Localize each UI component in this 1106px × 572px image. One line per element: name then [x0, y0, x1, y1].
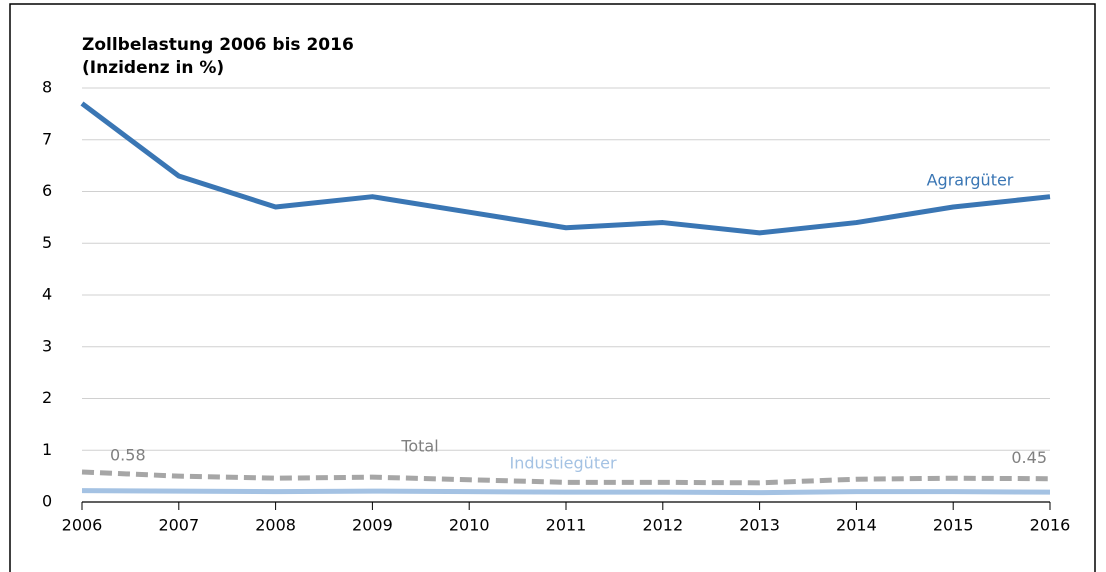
- y-tick-label: 0: [42, 492, 52, 511]
- y-tick-label: 8: [42, 78, 52, 97]
- y-tick-label: 6: [42, 181, 52, 200]
- chart-title: Zollbelastung 2006 bis 2016: [82, 35, 354, 55]
- series-label: Total: [400, 437, 438, 456]
- y-tick-label: 5: [42, 233, 52, 252]
- series-line: [80, 101, 1051, 236]
- x-tick-label: 2008: [255, 516, 296, 535]
- x-tick-label: 2006: [62, 516, 103, 535]
- x-tick-label: 2009: [352, 516, 393, 535]
- y-tick-label: 7: [42, 129, 52, 148]
- x-tick-label: 2011: [546, 516, 587, 535]
- series-label: Agrargüter: [927, 171, 1014, 190]
- data-label: 0.58: [110, 445, 146, 464]
- x-tick-label: 2007: [158, 516, 199, 535]
- x-tick-label: 2012: [642, 516, 683, 535]
- x-tick-label: 2014: [836, 516, 877, 535]
- y-tick-label: 1: [42, 440, 52, 459]
- chart-subtitle: (Inzidenz in %): [82, 58, 224, 78]
- y-tick-label: 2: [42, 388, 52, 407]
- x-tick-label: 2013: [739, 516, 780, 535]
- x-tick-label: 2010: [449, 516, 490, 535]
- series-label: Industiegüter: [509, 454, 616, 473]
- x-tick-label: 2016: [1030, 516, 1071, 535]
- frame: [9, 3, 1096, 572]
- series-line: [81, 488, 1051, 496]
- y-tick-label: 3: [42, 336, 52, 355]
- data-label: 0.45: [1011, 448, 1047, 467]
- series-line: [81, 469, 1051, 486]
- y-tick-label: 4: [42, 285, 52, 304]
- x-tick-label: 2015: [933, 516, 974, 535]
